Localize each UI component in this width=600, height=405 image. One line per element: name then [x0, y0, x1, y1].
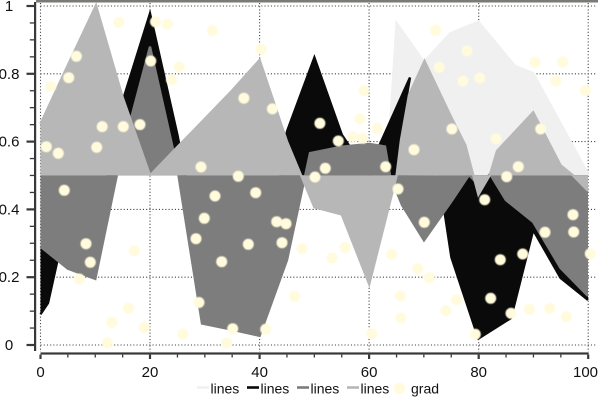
svg-text:1: 1	[5, 0, 13, 15]
svg-text:80: 80	[470, 364, 487, 381]
svg-text:40: 40	[251, 364, 268, 381]
svg-text:60: 60	[361, 364, 378, 381]
svg-text:0: 0	[36, 364, 44, 381]
svg-text:0.8: 0.8	[0, 66, 19, 83]
svg-text:lines: lines	[361, 381, 390, 397]
svg-text:100: 100	[573, 364, 598, 381]
svg-text:lines: lines	[261, 381, 290, 397]
svg-text:grad: grad	[411, 381, 439, 397]
svg-text:0: 0	[5, 337, 13, 354]
svg-text:lines: lines	[211, 381, 240, 397]
svg-text:0.2: 0.2	[0, 269, 19, 286]
svg-text:0.4: 0.4	[0, 201, 19, 218]
svg-text:20: 20	[142, 364, 159, 381]
svg-text:lines: lines	[311, 381, 340, 397]
svg-text:0.6: 0.6	[0, 134, 19, 151]
